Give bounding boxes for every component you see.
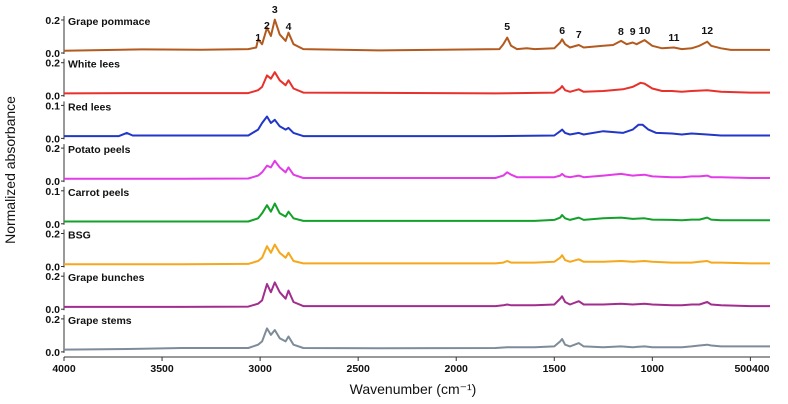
panel-label: BSG: [68, 230, 91, 242]
panel: 0.1 0.0 Carrot peels: [45, 186, 770, 231]
y-tick-label: 0.0: [45, 219, 60, 231]
panel-label: Carrot peels: [68, 187, 129, 199]
spectrum-line: [64, 243, 770, 266]
y-tick-label: 0.0: [45, 48, 60, 60]
spectrum-line: [64, 202, 770, 223]
panel-label: Grape stems: [68, 315, 132, 327]
x-tick-label: 4000: [52, 363, 76, 375]
y-tick-label: 0.2: [45, 229, 60, 241]
peak-label: 3: [272, 4, 278, 16]
panel: 0.2 0.0 BSG: [45, 229, 770, 274]
panel: 0.2 0.0 Grape pommace: [45, 15, 770, 60]
peak-label: 9: [630, 26, 636, 38]
x-tick-label: 500400: [734, 363, 769, 375]
spectrum-line: [63, 18, 770, 52]
panel-label: Red lees: [68, 101, 111, 113]
spectrum-line: [64, 159, 770, 180]
x-tick-label: 2000: [445, 363, 469, 375]
peak-label: 2: [264, 20, 270, 32]
peak-label: 1: [255, 32, 261, 44]
y-tick-label: 0.0: [45, 176, 60, 188]
x-tick-label: 2500: [346, 363, 370, 375]
panel: 0.1 0.0 Red lees: [45, 100, 770, 145]
y-tick-label: 0.0: [45, 133, 60, 145]
panel: 0.2 0.0 White lees: [45, 58, 770, 103]
spectrum-line: [64, 115, 770, 138]
peak-label: 5: [504, 21, 510, 33]
x-tick-label: 1000: [641, 363, 665, 375]
x-axis: 4000 3500 3000 2500 2000 1500 1000 500400: [52, 356, 770, 375]
y-tick-label: 0.2: [45, 314, 60, 326]
panel: 0.2 0.0 Grape stems: [45, 314, 770, 359]
y-tick-label: 0.1: [45, 100, 60, 112]
peak-label: 7: [576, 29, 582, 41]
panel-label: White lees: [68, 59, 120, 71]
x-tick-label: 1500: [543, 363, 567, 375]
y-tick-label: 0.0: [45, 262, 60, 274]
peak-label: 10: [639, 25, 651, 37]
y-tick-label: 0.1: [45, 186, 60, 198]
panel-label: Potato peels: [68, 144, 131, 156]
y-tick-label: 0.2: [45, 271, 60, 283]
spectrum-line: [64, 281, 770, 308]
y-tick-label: 0.2: [45, 58, 60, 70]
panel-label: Grape pommace: [68, 16, 150, 28]
y-tick-label: 0.2: [45, 15, 60, 27]
y-tick-label: 0.0: [45, 347, 60, 359]
peak-label: 6: [559, 25, 565, 37]
peak-label: 11: [668, 32, 679, 44]
panel: 0.2 0.0 Grape bunches: [45, 271, 770, 316]
y-tick-label: 0.0: [45, 91, 60, 103]
spectrum-line: [63, 327, 770, 351]
y-axis-title: Normalized absorbance: [2, 96, 18, 244]
x-axis-title: Wavenumber (cm⁻¹): [350, 381, 477, 397]
spectrum-line: [63, 71, 770, 95]
y-tick-label: 0.2: [45, 143, 60, 155]
x-tick-label: 3500: [150, 363, 174, 375]
y-tick-label: 0.0: [45, 304, 60, 316]
panel: 0.2 0.0 Potato peels: [45, 143, 770, 188]
peak-label: 8: [618, 26, 624, 38]
x-tick-label: 3000: [248, 363, 272, 375]
peak-label: 12: [701, 25, 713, 37]
peak-label: 4: [286, 21, 292, 33]
panel-label: Grape bunches: [68, 272, 145, 284]
